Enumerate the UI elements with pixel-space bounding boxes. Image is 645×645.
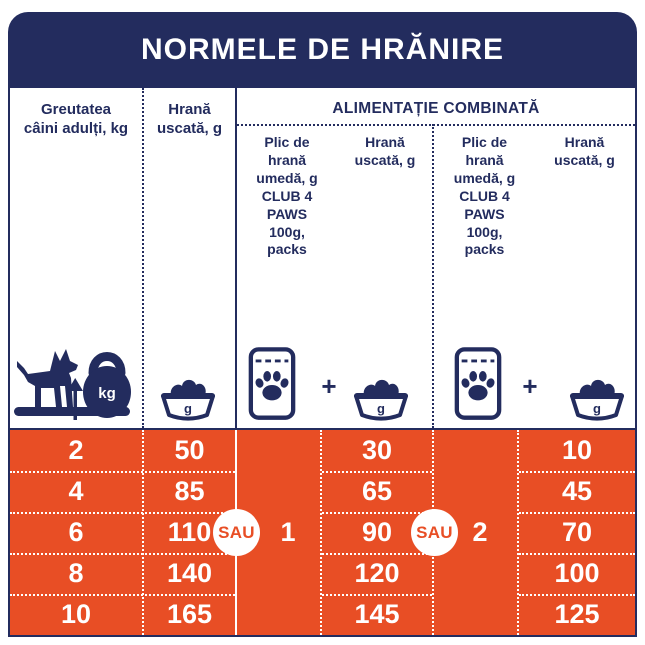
cell-dry-combined-2: 45 <box>561 476 593 506</box>
column-header-wet-pack-2: Plic de hrană umedă, g CLUB 4 PAWS 100g,… <box>453 134 516 258</box>
row-divider <box>10 512 235 514</box>
divider-weight-dry <box>142 430 144 635</box>
feeding-table: Greutatea câini adulți, kg Hrană uscată,… <box>8 88 637 637</box>
dog-on-scale-icon: kg <box>14 349 131 420</box>
or-badge: SAU <box>411 509 458 556</box>
cell-packs-combined-2: 2 <box>472 517 488 547</box>
cell-dry-combined-1: 65 <box>361 476 393 506</box>
cell-weight: 10 <box>60 599 92 629</box>
header-data-divider <box>10 428 635 430</box>
cell-dry: 85 <box>174 476 205 506</box>
cell-weight: 8 <box>68 558 84 588</box>
cell-dry-combined-2: 10 <box>561 435 593 465</box>
row-divider <box>322 471 432 473</box>
dog-silhouette <box>17 349 78 407</box>
row-divider <box>10 594 235 596</box>
cell-weight: 2 <box>68 435 84 465</box>
kettlebell-unit-label: kg <box>98 385 116 402</box>
bowl-unit-label: g <box>377 401 385 416</box>
plus-icon: + <box>321 371 337 401</box>
cell-weight: 6 <box>68 517 84 547</box>
divider-under-combined-title <box>237 124 635 126</box>
table-header-zone: Greutatea câini adulți, kg Hrană uscată,… <box>10 88 635 428</box>
wet-food-pouch-icon <box>248 347 296 420</box>
paw-print-icon <box>255 371 289 401</box>
column-header-dry: Hrană uscată, g <box>156 101 223 138</box>
bowl-unit-label: g <box>184 401 192 416</box>
row-divider <box>519 594 635 596</box>
row-divider <box>322 553 432 555</box>
column-header-dry-combined-1: Hrană uscată, g <box>354 134 416 168</box>
column-header-weight: Greutatea câini adulți, kg <box>23 101 129 138</box>
wet-food-pouch-icon <box>454 347 502 420</box>
cell-dry-combined-2: 70 <box>561 517 593 547</box>
title-bar: NORMELE DE HRĂNIRE <box>8 12 637 88</box>
cell-weight: 4 <box>68 476 84 506</box>
dry-food-bowl-icon: g <box>354 379 408 421</box>
row-divider <box>322 512 432 514</box>
table-data-zone: 2 4 6 8 10 50 85 110 140 165 1 30 65 90 … <box>10 430 635 635</box>
cell-dry-combined-1: 30 <box>361 435 393 465</box>
row-divider <box>10 471 235 473</box>
cell-dry: 110 <box>167 517 212 547</box>
divider-combined-halves <box>432 124 434 428</box>
plus-icon: + <box>522 371 538 401</box>
divider-pack1-dry1 <box>320 430 322 635</box>
row-divider <box>519 512 635 514</box>
dry-food-bowl-icon: g <box>161 379 215 421</box>
row-divider <box>322 594 432 596</box>
cell-dry-combined-1: 145 <box>354 599 400 629</box>
cell-dry-combined-2: 125 <box>554 599 600 629</box>
cell-dry: 165 <box>166 599 213 629</box>
column-header-dry-combined-2: Hrană uscată, g <box>554 134 615 168</box>
cell-dry: 140 <box>166 558 213 588</box>
column-header-combined: ALIMENTAȚIE COMBINATĂ <box>332 100 540 117</box>
kettlebell-icon <box>88 352 126 378</box>
row-divider <box>10 553 235 555</box>
column-header-wet-pack-1: Plic de hrană umedă, g CLUB 4 PAWS 100g,… <box>256 134 318 258</box>
cell-packs-combined-1: 1 <box>280 517 296 547</box>
row-divider <box>519 471 635 473</box>
cell-dry-combined-1: 90 <box>361 517 393 547</box>
row-divider <box>519 553 635 555</box>
cell-dry-combined-2: 100 <box>554 558 600 588</box>
cell-dry: 50 <box>174 435 205 465</box>
divider-combined-section <box>235 88 237 428</box>
page-title: NORMELE DE HRĂNIRE <box>140 33 504 66</box>
or-badge: SAU <box>213 509 260 556</box>
divider-weight-dry <box>142 88 144 428</box>
divider-pack2-dry2 <box>517 430 519 635</box>
cell-dry-combined-1: 120 <box>354 558 400 588</box>
dry-food-bowl-icon: g <box>570 379 624 421</box>
paw-print-icon <box>461 371 495 401</box>
bowl-unit-label: g <box>593 401 601 416</box>
